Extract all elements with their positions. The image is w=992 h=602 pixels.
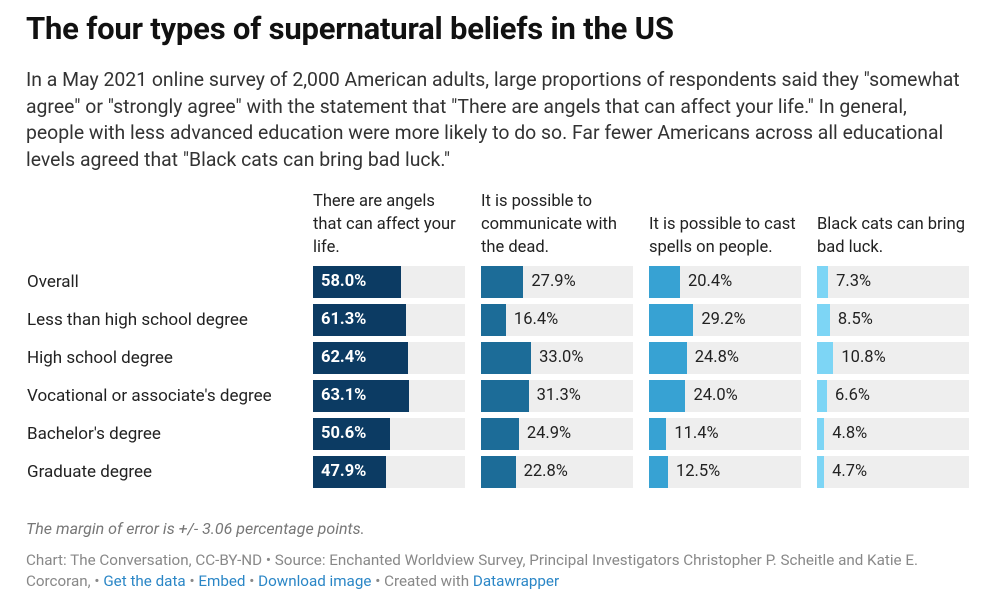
chart-subtitle: In a May 2021 online survey of 2,000 Ame… [26, 68, 960, 171]
row-label: High school degree [27, 348, 173, 368]
bar [313, 304, 407, 336]
bar-background [817, 342, 969, 374]
bar [817, 266, 829, 298]
value-label: 8.5% [837, 310, 873, 329]
bar [481, 418, 519, 450]
value-label: 22.8% [523, 462, 568, 481]
bar [313, 266, 402, 298]
value-label: 16.4% [513, 310, 559, 329]
value-label: 20.4% [688, 272, 733, 291]
value-label: 63.1% [321, 386, 367, 405]
created: Created with [384, 572, 470, 590]
column-header: It is possible to cast spells on people. [649, 215, 796, 257]
bar-background [481, 304, 633, 336]
bar [313, 380, 409, 412]
value-label: 12.5% [676, 462, 721, 481]
bar [817, 380, 828, 412]
value-label: 24.8% [694, 348, 739, 367]
footer: Chart: The Conversation, CC-BY-ND • Sour… [26, 550, 966, 592]
column-header: It is possible to communicate with the d… [481, 192, 617, 257]
row-label: Graduate degree [27, 462, 153, 482]
value-label: 27.9% [531, 272, 576, 291]
value-label: 6.6% [835, 386, 871, 405]
value-label: 4.7% [832, 462, 868, 481]
bar [817, 304, 830, 336]
row-label: Less than high school degree [27, 310, 248, 330]
row-label: Overall [27, 272, 79, 292]
value-label: 11.4% [674, 424, 719, 443]
bar [649, 418, 667, 450]
bar-background [649, 456, 801, 488]
credit-link[interactable]: Datawrapper [472, 572, 560, 590]
column-header: Black cats can bring bad luck. [817, 215, 966, 257]
value-label: 47.9% [321, 462, 367, 481]
value-label: 7.3% [836, 272, 872, 291]
value-label: 24.0% [693, 386, 738, 405]
row-label: Bachelor's degree [27, 424, 161, 444]
bar [649, 342, 687, 374]
separator: • [189, 572, 195, 590]
bar [313, 456, 386, 488]
value-label: 62.4% [321, 348, 367, 367]
link[interactable]: Download image [258, 572, 372, 590]
bar-background [817, 380, 969, 412]
bar-background [817, 266, 969, 298]
source: Chart: The Conversation, CC-BY-ND • Sour… [26, 551, 918, 590]
separator: • [249, 572, 255, 590]
bar [481, 304, 506, 336]
value-label: 58.0% [321, 272, 367, 291]
value-label: 4.8% [832, 424, 868, 443]
value-label: 10.8% [841, 348, 886, 367]
value-label: 33.0% [539, 348, 584, 367]
separator: • [375, 572, 381, 590]
value-label: 50.6% [321, 424, 367, 443]
bar [313, 342, 408, 374]
bar [481, 342, 532, 374]
bar [481, 266, 524, 298]
chart-title: The four types of supernatural beliefs i… [26, 10, 674, 47]
value-label: 29.2% [701, 310, 746, 329]
row-label: Vocational or associate's degree [27, 386, 272, 406]
bar-background [817, 456, 969, 488]
bar [649, 266, 680, 298]
bar [481, 456, 516, 488]
bar [817, 342, 834, 374]
bar [649, 380, 686, 412]
link[interactable]: Get the data [103, 572, 186, 590]
bar-background [817, 418, 969, 450]
value-label: 31.3% [536, 386, 581, 405]
bar-background [649, 418, 801, 450]
value-label: 61.3% [321, 310, 367, 329]
bar [649, 456, 668, 488]
value-label: 24.9% [526, 424, 572, 443]
column-header: There are angels that can affect your li… [313, 192, 456, 257]
bar [481, 380, 529, 412]
bar [817, 456, 825, 488]
bar-background [817, 304, 969, 336]
bar [649, 304, 694, 336]
link[interactable]: Embed [198, 572, 246, 590]
note: The margin of error is +/- 3.06 percenta… [26, 519, 365, 538]
bar [313, 418, 390, 450]
bar [817, 418, 825, 450]
